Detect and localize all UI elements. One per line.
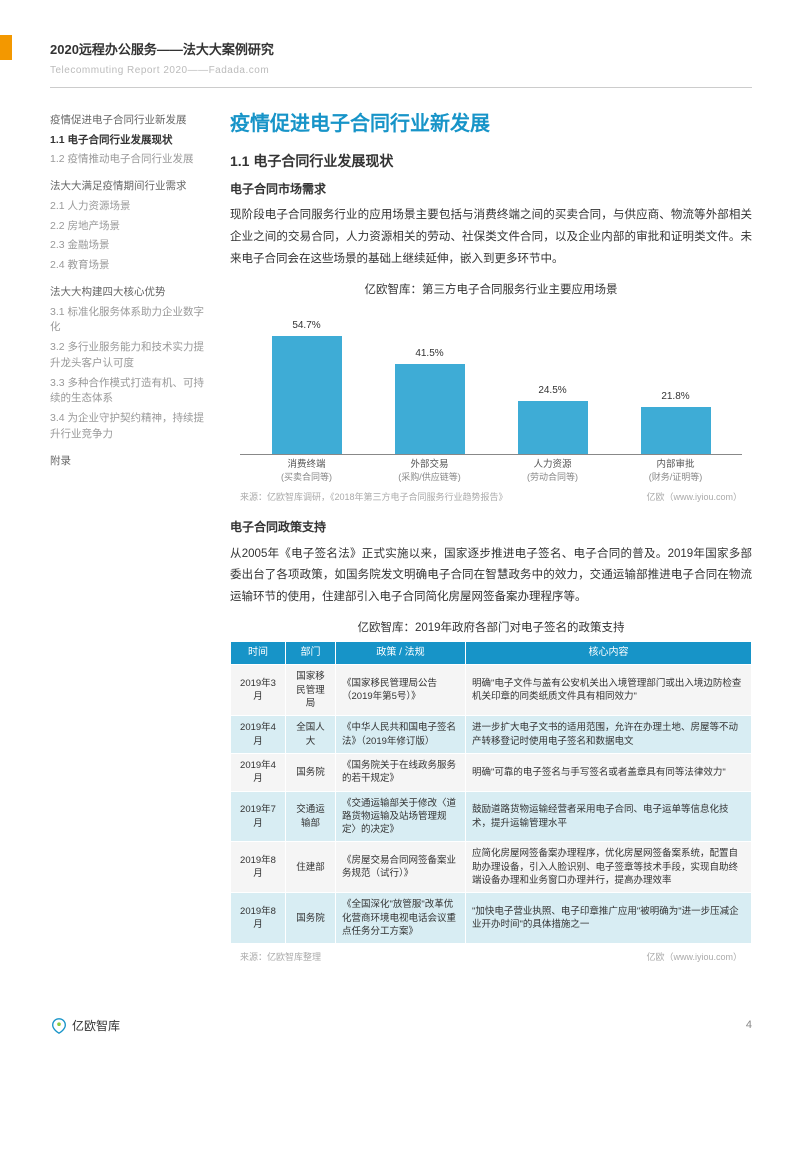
bar-column: 21.8% xyxy=(619,389,732,454)
main-content: 疫情促进电子合同行业新发展 1.1 电子合同行业发展现状 电子合同市场需求 现阶… xyxy=(230,108,752,979)
chart-title: 亿欧智库：第三方电子合同服务行业主要应用场景 xyxy=(230,281,752,299)
toc-item-1-1[interactable]: 1.1 电子合同行业发展现状 xyxy=(50,133,210,149)
table-header-cell: 时间 xyxy=(231,642,286,665)
table-row: 2019年3月国家移民管理局《国家移民管理局公告（2019年第5号）》明确"电子… xyxy=(231,665,752,716)
chart-source-right: 亿欧（www.iyiou.com） xyxy=(646,490,742,504)
block2-body: 从2005年《电子签名法》正式实施以来，国家逐步推进电子签名、电子合同的普及。2… xyxy=(230,544,752,610)
table-cell: 《房屋交易合同网签备案业务规范（试行）》 xyxy=(336,842,466,893)
block2-title: 电子合同政策支持 xyxy=(230,518,752,537)
page-footer: 亿欧智库 4 xyxy=(50,1009,752,1036)
table-cell: 《国家移民管理局公告（2019年第5号）》 xyxy=(336,665,466,716)
toc-item-3-4[interactable]: 3.4 为企业守护契约精神，持续提升行业竞争力 xyxy=(50,411,210,443)
toc-item-1-2[interactable]: 1.2 疫情推动电子合同行业发展 xyxy=(50,152,210,168)
bar-chart-labels: 消费终端(买卖合同等) 外部交易(采购/供应链等) 人力资源(劳动合同等) 内部审批(… xyxy=(240,459,742,484)
chart-source: 来源：亿欧智库调研，《2018年第三方电子合同服务行业趋势报告》 亿欧（www.… xyxy=(240,490,742,504)
toc-item-2-2[interactable]: 2.2 房地产场景 xyxy=(50,219,210,235)
header-title-cn: 2020远程办公服务——法大大案例研究 xyxy=(50,40,752,61)
accent-mark xyxy=(0,35,12,60)
table-row: 2019年8月住建部《房屋交易合同网签备案业务规范（试行）》应简化房屋网签备案办… xyxy=(231,842,752,893)
table-source-left: 来源：亿欧智库整理 xyxy=(240,950,321,964)
page-number: 4 xyxy=(746,1017,752,1035)
footer-logo: 亿欧智库 xyxy=(50,1017,120,1036)
table-cell: 明确"电子文件与盖有公安机关出入境管理部门或出入境边防检查机关印章的同类纸质文件… xyxy=(466,665,752,716)
table-source-right: 亿欧（www.iyiou.com） xyxy=(646,950,742,964)
chart-source-left: 来源：亿欧智库调研，《2018年第三方电子合同服务行业趋势报告》 xyxy=(240,490,508,504)
table-cell: 国务院 xyxy=(286,753,336,791)
toc-item-2-4[interactable]: 2.4 教育场景 xyxy=(50,258,210,274)
table-header-cell: 政策 / 法规 xyxy=(336,642,466,665)
bar-category-label: 人力资源(劳动合同等) xyxy=(496,459,609,484)
table-cell: 2019年8月 xyxy=(231,842,286,893)
table-cell: 《全国深化"放管服"改革优化营商环境电视电话会议重点任务分工方案》 xyxy=(336,893,466,944)
table-row: 2019年7月交通运输部《交通运输部关于修改〈道路货物运输及站场管理规定〉的决定… xyxy=(231,791,752,842)
bar-value-label: 24.5% xyxy=(538,383,566,399)
table-cell: 进一步扩大电子文书的适用范围，允许在办理土地、房屋等不动产转移登记时使用电子签名… xyxy=(466,716,752,754)
bar-category-label: 外部交易(采购/供应链等) xyxy=(373,459,486,484)
bar-chart: 54.7% 41.5% 24.5% 21.8% xyxy=(240,305,742,455)
table-row: 2019年4月国务院《国务院关于在线政务服务的若干规定》明确"可靠的电子签名与手… xyxy=(231,753,752,791)
bar-category-label: 内部审批(财务/证明等) xyxy=(619,459,732,484)
bar-value-label: 41.5% xyxy=(415,346,443,362)
table-cell: 2019年4月 xyxy=(231,753,286,791)
table-cell: "加快电子营业执照、电子印章推广应用"被明确为"进一步压减企业开办时间"的具体措… xyxy=(466,893,752,944)
table-cell: 《中华人民共和国电子签名法》（2019年修订版） xyxy=(336,716,466,754)
header-title-en: Telecommuting Report 2020——Fadada.com xyxy=(50,63,752,79)
bar-column: 24.5% xyxy=(496,383,609,454)
block1-body: 现阶段电子合同服务行业的应用场景主要包括与消费终端之间的买卖合同，与供应商、物流… xyxy=(230,205,752,271)
bar xyxy=(272,336,342,455)
toc-group-3-title: 法大大构建四大核心优势 xyxy=(50,284,210,301)
bar xyxy=(395,364,465,454)
toc-item-3-2[interactable]: 3.2 多行业服务能力和技术实力提升龙头客户认可度 xyxy=(50,340,210,372)
table-header-row: 时间部门政策 / 法规核心内容 xyxy=(231,642,752,665)
bar xyxy=(641,407,711,454)
logo-icon xyxy=(50,1017,68,1035)
table-body: 2019年3月国家移民管理局《国家移民管理局公告（2019年第5号）》明确"电子… xyxy=(231,665,752,944)
table-cell: 《国务院关于在线政务服务的若干规定》 xyxy=(336,753,466,791)
table-cell: 全国人大 xyxy=(286,716,336,754)
table-cell: 鼓励道路货物运输经营者采用电子合同、电子运单等信息化技术，提升运输管理水平 xyxy=(466,791,752,842)
toc-item-2-3[interactable]: 2.3 金融场景 xyxy=(50,238,210,254)
table-cell: 交通运输部 xyxy=(286,791,336,842)
table-cell: 2019年8月 xyxy=(231,893,286,944)
bar-value-label: 54.7% xyxy=(292,318,320,334)
table-source: 来源：亿欧智库整理 亿欧（www.iyiou.com） xyxy=(240,950,742,964)
policy-table: 时间部门政策 / 法规核心内容 2019年3月国家移民管理局《国家移民管理局公告… xyxy=(230,641,752,944)
table-cell: 明确"可靠的电子签名与手写签名或者盖章具有同等法律效力" xyxy=(466,753,752,791)
footer-logo-text: 亿欧智库 xyxy=(72,1017,120,1036)
table-row: 2019年4月全国人大《中华人民共和国电子签名法》（2019年修订版）进一步扩大… xyxy=(231,716,752,754)
toc-group-1-title: 疫情促进电子合同行业新发展 xyxy=(50,112,210,129)
bar-column: 54.7% xyxy=(250,318,363,455)
table-of-contents: 疫情促进电子合同行业新发展 1.1 电子合同行业发展现状 1.2 疫情推动电子合… xyxy=(50,108,210,979)
table-cell: 住建部 xyxy=(286,842,336,893)
toc-group-2-title: 法大大满足疫情期间行业需求 xyxy=(50,178,210,195)
table-title: 亿欧智库：2019年政府各部门对电子签名的政策支持 xyxy=(230,619,752,637)
table-cell: 应简化房屋网签备案办理程序，优化房屋网签备案系统，配置自助办理设备，引入人脸识别… xyxy=(466,842,752,893)
table-cell: 国务院 xyxy=(286,893,336,944)
subsection-title: 1.1 电子合同行业发展现状 xyxy=(230,150,752,172)
toc-item-3-3[interactable]: 3.3 多种合作模式打造有机、可持续的生态体系 xyxy=(50,376,210,408)
toc-item-3-1[interactable]: 3.1 标准化服务体系助力企业数字化 xyxy=(50,305,210,337)
section-title: 疫情促进电子合同行业新发展 xyxy=(230,108,752,140)
page-header: 2020远程办公服务——法大大案例研究 Telecommuting Report… xyxy=(50,40,752,88)
table-header-cell: 核心内容 xyxy=(466,642,752,665)
table-cell: 2019年3月 xyxy=(231,665,286,716)
toc-item-2-1[interactable]: 2.1 人力资源场景 xyxy=(50,199,210,215)
table-cell: 2019年4月 xyxy=(231,716,286,754)
toc-appendix[interactable]: 附录 xyxy=(50,453,210,470)
table-header-cell: 部门 xyxy=(286,642,336,665)
bar-column: 41.5% xyxy=(373,346,486,454)
bar-category-label: 消费终端(买卖合同等) xyxy=(250,459,363,484)
block1-title: 电子合同市场需求 xyxy=(230,180,752,199)
bar-value-label: 21.8% xyxy=(661,389,689,405)
table-cell: 《交通运输部关于修改〈道路货物运输及站场管理规定〉的决定》 xyxy=(336,791,466,842)
bar xyxy=(518,401,588,454)
table-cell: 国家移民管理局 xyxy=(286,665,336,716)
table-cell: 2019年7月 xyxy=(231,791,286,842)
table-row: 2019年8月国务院《全国深化"放管服"改革优化营商环境电视电话会议重点任务分工… xyxy=(231,893,752,944)
